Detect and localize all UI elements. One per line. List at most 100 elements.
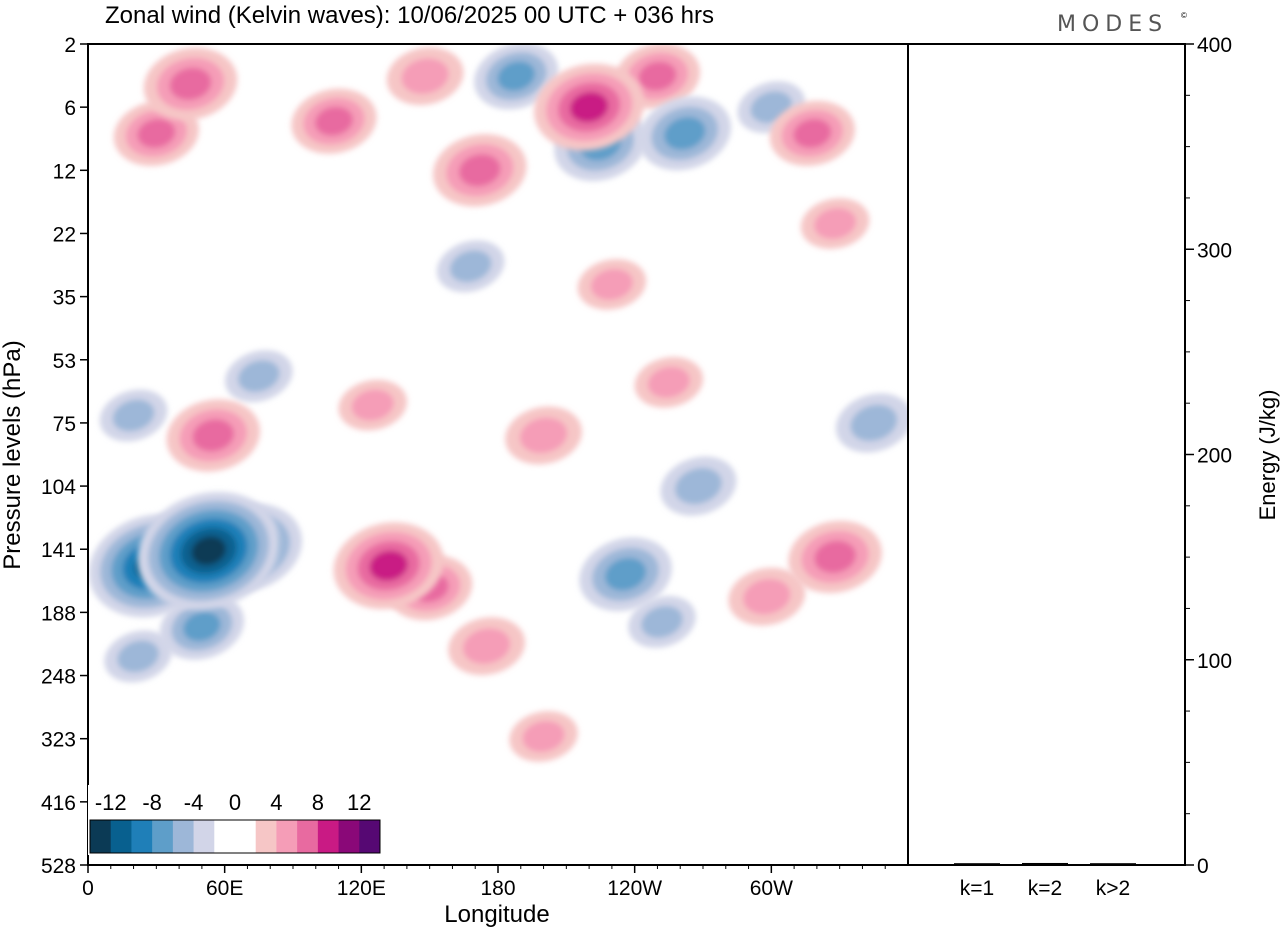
longitude-axis: 0 60E 120E 180 120W 60W [82,865,886,900]
pressure-tick-label: 248 [41,666,76,689]
colorbar-label: 0 [229,790,241,815]
anomaly-blob [728,567,806,626]
longitude-tick-label: 120E [337,877,386,900]
anomaly-contour-band [458,154,501,187]
colorbar-swatch [297,820,319,853]
pressure-tick-label: 528 [41,855,76,878]
longitude-tick-label: 60W [750,877,793,900]
pressure-tick-label: 53 [53,350,76,373]
anomaly-contour-band [351,389,394,421]
anomaly-contour-band [664,116,706,150]
anomaly-blob [448,617,526,676]
longitude-tick-label: 180 [480,877,515,900]
anomaly-contour-band [401,58,449,94]
colorbar-label: 4 [270,790,282,815]
anomaly-blob [634,357,704,408]
anomaly-contour-band [112,399,155,432]
anomaly-blob [333,522,444,610]
anomaly-contour-band [605,557,647,591]
pressure-tick-label: 6 [64,97,76,120]
anomaly-contour-band [191,536,226,566]
anomaly-contour-band [183,611,221,642]
pressure-tick-label: 22 [53,223,76,246]
colorbar-swatch [172,820,195,853]
longitude-tick-label: 60E [206,877,243,900]
anomaly-contour-band [522,720,565,753]
colorbar-swatch [193,820,215,853]
anomaly-contour-band [519,417,568,454]
anomaly-contour-band [675,467,722,505]
anomaly-contour-band [192,419,235,452]
colorbar-label: 12 [347,790,371,815]
anomaly-contour-band [569,92,609,123]
energy-bar-k-1 [954,863,1000,865]
anomaly-blob [579,537,672,612]
colorbar-label: -8 [142,790,162,815]
anomaly-blob [509,711,578,762]
energy-category-label: k>2 [1096,877,1130,900]
pressure-tick-label: 323 [41,729,76,752]
anomaly-blob [835,393,908,453]
pressure-tick-label: 12 [53,160,76,183]
anomaly-contour-band [743,578,791,615]
anomaly-contour-band [137,118,176,148]
anomaly-blob [660,456,737,516]
colorbar-label: -12 [95,790,127,815]
anomaly-blob [104,630,172,683]
colorbar-swatch [276,820,298,853]
anomaly-blob [338,379,407,431]
y-axis-label: Pressure levels (hPa) [0,340,26,569]
anomaly-blob [225,350,293,403]
energy-bar-k-2 [1090,863,1136,865]
anomaly-blob [638,96,731,171]
pressure-tick-label: 141 [41,539,76,562]
energy-tick-label: 300 [1197,239,1232,262]
colorbar-swatch [338,820,360,853]
anomaly-contour-band [638,61,677,91]
anomaly-contour-band [462,628,511,664]
anomaly-blob [800,198,870,249]
anomaly-contour-band [647,366,690,398]
pressure-tick-label: 2 [64,34,76,57]
colorbar-swatch [214,820,236,853]
energy-tick-label: 100 [1197,650,1232,673]
anomaly-blob [628,595,696,648]
anomaly-blob [159,593,244,660]
anomaly-blob [788,520,882,594]
anomaly-contour-band [369,550,408,581]
pressure-tick-label: 35 [53,287,76,310]
anomaly-blob [577,259,647,310]
anomaly-blob [769,100,855,166]
anomaly-contour-band [590,268,633,300]
anomaly-contour-band [315,106,353,136]
energy-category-label: k=1 [960,877,994,900]
anomaly-blob [137,491,280,610]
colorbar-label: 8 [312,790,324,815]
anomaly-contour-band [850,404,898,442]
anomaly-blob [433,134,527,207]
longitude-tick-label: 0 [82,877,94,900]
anomaly-contour-band [814,540,856,573]
wind-anomaly-field [88,44,908,762]
energy-axis: 0 100 200 300 400 [1185,34,1232,878]
colorbar-label: -4 [184,790,204,815]
colorbar-swatch [131,820,153,853]
colorbar: -12 -8 -4 0 4 8 12 [88,785,382,855]
anomaly-contour-band [641,605,683,638]
anomaly-blob [436,240,505,293]
anomaly-blob [143,47,238,121]
anomaly-blob [505,406,582,465]
anomaly-blob [614,44,701,109]
brand-logo: MODES [1057,12,1168,37]
energy-panel-frame [907,43,1186,866]
chart-title: Zonal wind (Kelvin waves): 10/06/2025 00… [105,2,714,29]
anomaly-blob [474,44,559,110]
anomaly-contour-band [238,360,280,393]
colorbar-swatch [255,820,277,853]
anomaly-contour-band [169,67,212,100]
anomaly-blob [291,88,377,154]
anomaly-contour-band [497,61,535,91]
anomaly-contour-band [814,207,857,240]
colorbar-swatch [317,820,340,853]
